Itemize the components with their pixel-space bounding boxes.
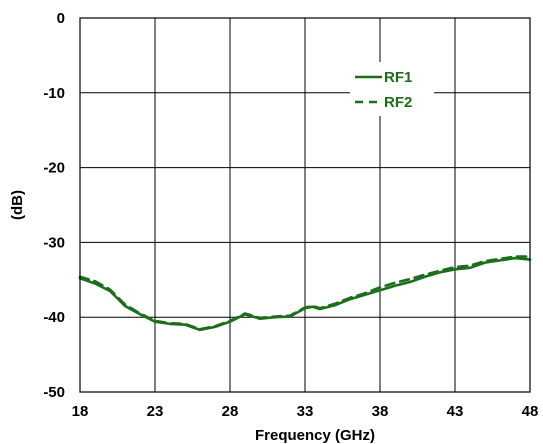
series-line-rf2 [78, 255, 532, 331]
x-tick-label: 18 [72, 403, 89, 420]
legend-label-rf2: RF2 [384, 94, 412, 111]
y-tick-label: -40 [43, 309, 65, 326]
y-tick-label: -20 [43, 160, 65, 177]
y-tick-label: -50 [43, 384, 65, 401]
x-tick-label: 43 [447, 403, 464, 420]
x-tick-labels: 18 23 28 33 38 43 48 [72, 403, 539, 420]
y-tick-label: -30 [43, 234, 65, 251]
x-tick-label: 23 [147, 403, 164, 420]
x-axis-title: Frequency (GHz) [255, 427, 375, 444]
y-tick-labels: 0 -10 -20 -30 -40 -50 [43, 10, 65, 401]
y-axis-title: (dB) [9, 190, 26, 220]
x-tick-label: 28 [222, 403, 239, 420]
legend-label-rf1: RF1 [384, 69, 412, 86]
x-tick-label: 48 [522, 403, 539, 420]
x-tick-label: 33 [297, 403, 314, 420]
y-tick-label: 0 [57, 10, 65, 27]
legend-box [350, 62, 434, 116]
x-tick-label: 38 [372, 403, 389, 420]
series-lines [78, 255, 532, 332]
plot-frame [79, 17, 531, 393]
y-tick-label: -10 [43, 85, 65, 102]
